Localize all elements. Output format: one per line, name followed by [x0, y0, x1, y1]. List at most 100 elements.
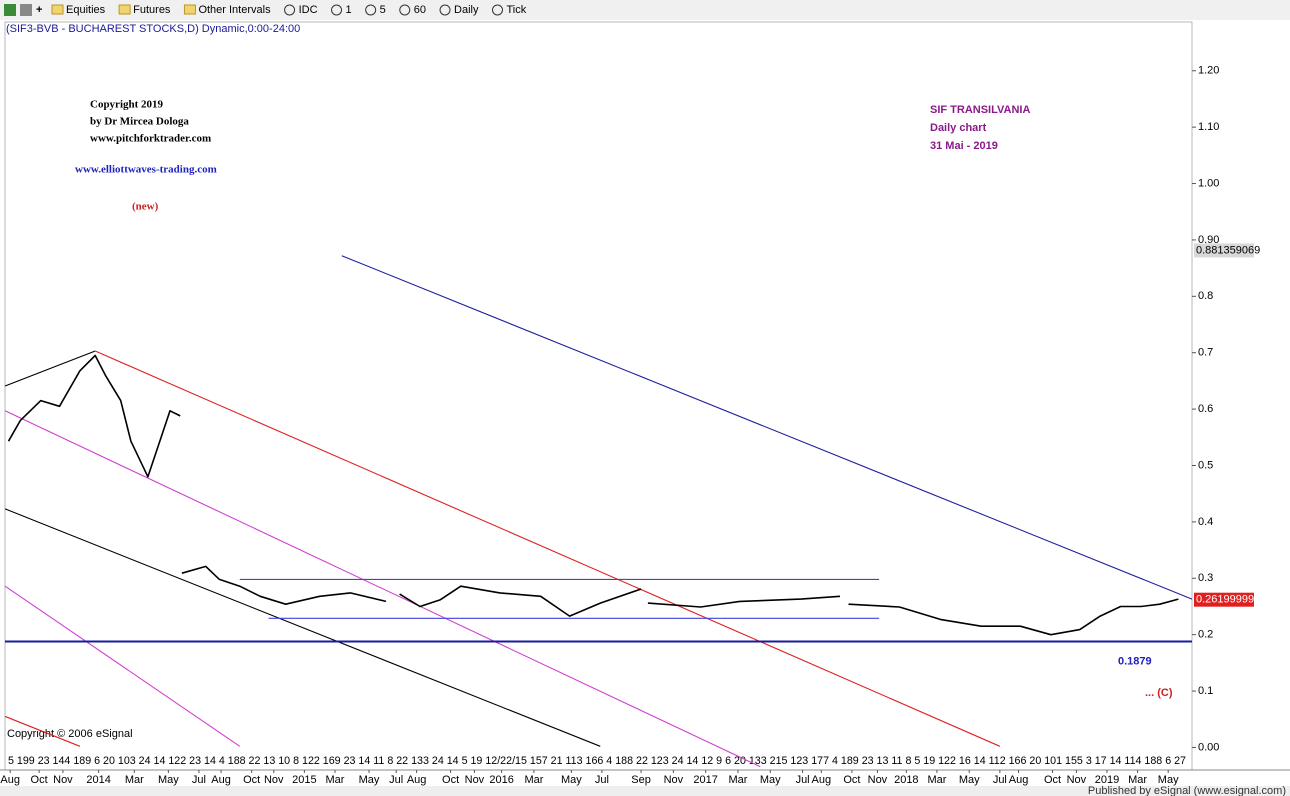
status-bar	[0, 786, 1290, 796]
x-tick-label: Mar	[927, 774, 946, 786]
new-tag: (new)	[132, 201, 159, 213]
x-tick-label: Sep	[631, 774, 651, 786]
y-tick-label: 0.3	[1198, 572, 1213, 584]
x-tick-label: 2016	[489, 774, 513, 786]
footer: Published by eSignal (www.esignal.com)	[1088, 785, 1286, 796]
trendline	[4, 715, 81, 747]
folder-icon	[183, 4, 196, 15]
x-tick-label: 2014	[86, 774, 110, 786]
toolbar-button[interactable]: Tick	[506, 4, 526, 16]
x-tick-label: Nov	[465, 774, 485, 786]
y-tick-label: 0.2	[1198, 629, 1213, 641]
folder-icon	[118, 4, 131, 15]
trendline	[4, 410, 761, 768]
price-label: 0.881359069	[1196, 244, 1260, 256]
x-tick-label: Aug	[0, 774, 20, 786]
x-tick-label: 2019	[1095, 774, 1119, 786]
y-tick-label: 0.6	[1198, 403, 1213, 415]
interval-icon	[399, 4, 411, 16]
toolbar-button[interactable]: Equities	[66, 4, 106, 16]
x-tick-label: Nov	[868, 774, 888, 786]
toolbar-button[interactable]: Other Intervals	[198, 4, 271, 16]
x-tick-label: Aug	[1009, 774, 1029, 786]
wave-label: ... (C)	[1145, 687, 1173, 699]
y-tick-label: 1.20	[1198, 65, 1219, 77]
toolbar-button[interactable]: 1	[346, 4, 352, 16]
copyright-line: www.pitchforktrader.com	[90, 133, 211, 145]
toolbar-button[interactable]: 5	[380, 4, 386, 16]
copyright-line: by Dr Mircea Dologa	[90, 116, 189, 128]
toolbar-icon[interactable]	[20, 4, 32, 16]
price-label-box	[1194, 243, 1254, 258]
y-tick-label: 0.8	[1198, 290, 1213, 302]
x-tick-label: 2015	[292, 774, 316, 786]
y-tick-label: 0.7	[1198, 347, 1213, 359]
price-line	[7, 354, 1179, 636]
website: www.elliottwaves-trading.com	[75, 164, 217, 176]
esignal-copyright: Copyright © 2006 eSignal	[7, 728, 133, 740]
chart-date: 31 Mai - 2019	[930, 140, 998, 152]
interval-icon	[284, 4, 296, 16]
y-tick-label: 0.00	[1198, 741, 1219, 753]
x-tick-label: Jul	[993, 774, 1007, 786]
x-tick-label: May	[760, 774, 781, 786]
x-tick-label: Mar	[729, 774, 748, 786]
x-tick-label: Nov	[664, 774, 684, 786]
copyright-line: Copyright 2019	[90, 99, 164, 111]
x-tick-label: Oct	[31, 774, 48, 786]
x-tick-label: Oct	[442, 774, 459, 786]
support-label: 0.1879	[1118, 655, 1152, 667]
y-tick-label: 0.1	[1198, 685, 1213, 697]
toolbar-plus: +	[36, 4, 42, 16]
trendline	[4, 585, 241, 747]
trendline	[95, 350, 1001, 747]
x-tick-label: Jul	[389, 774, 403, 786]
toolbar-button[interactable]: Daily	[454, 4, 479, 16]
x-tick-label: 2017	[693, 774, 717, 786]
interval-icon	[331, 4, 343, 16]
y-tick-label: 1.10	[1198, 121, 1219, 133]
x-tick-label: Oct	[1044, 774, 1061, 786]
interval-icon	[491, 4, 503, 16]
x-tick-label: Nov	[1067, 774, 1087, 786]
x-tick-label: Oct	[243, 774, 260, 786]
x-tick-label: Mar	[125, 774, 144, 786]
x-tick-label: May	[561, 774, 582, 786]
x-tick-label: May	[959, 774, 980, 786]
x-tick-label: May	[359, 774, 380, 786]
x-tick-label: Aug	[407, 774, 427, 786]
folder-icon	[51, 4, 64, 15]
x-tick-label: May	[158, 774, 179, 786]
x-tick-label: Jul	[796, 774, 810, 786]
toolbar-button[interactable]: Futures	[133, 4, 171, 16]
y-tick-label: 0.5	[1198, 459, 1213, 471]
interval-icon	[365, 4, 377, 16]
price-label: 0.26199999	[1196, 594, 1254, 606]
x-tick-label: May	[1158, 774, 1179, 786]
y-tick-label: 0.4	[1198, 516, 1213, 528]
toolbar-button[interactable]: 60	[414, 4, 426, 16]
chart-header: (SIF3-BVB - BUCHAREST STOCKS,D) Dynamic,…	[6, 23, 300, 35]
trendline	[4, 508, 601, 747]
toolbar	[0, 0, 1290, 20]
trendline	[4, 350, 96, 387]
chart-title: SIF TRANSILVANIA	[930, 104, 1030, 116]
interval-icon	[439, 4, 451, 16]
price-label-box	[1194, 592, 1254, 607]
x-tick-label: Mar	[326, 774, 345, 786]
trendline	[341, 255, 1193, 600]
x-tick-label: Mar	[1128, 774, 1147, 786]
x-day-labels: 5 199 23 144 189 6 20 103 24 14 122 23 1…	[8, 755, 1186, 767]
x-tick-label: Oct	[843, 774, 860, 786]
chart-subtitle: Daily chart	[930, 122, 987, 134]
toolbar-icon[interactable]	[4, 4, 16, 16]
x-tick-label: Aug	[211, 774, 231, 786]
x-tick-label: Nov	[53, 774, 73, 786]
x-tick-label: Jul	[192, 774, 206, 786]
toolbar-button[interactable]: IDC	[299, 4, 318, 16]
x-tick-label: Mar	[524, 774, 543, 786]
x-tick-label: 2018	[894, 774, 918, 786]
x-tick-label: Aug	[812, 774, 832, 786]
y-tick-label: 0.90	[1198, 234, 1219, 246]
